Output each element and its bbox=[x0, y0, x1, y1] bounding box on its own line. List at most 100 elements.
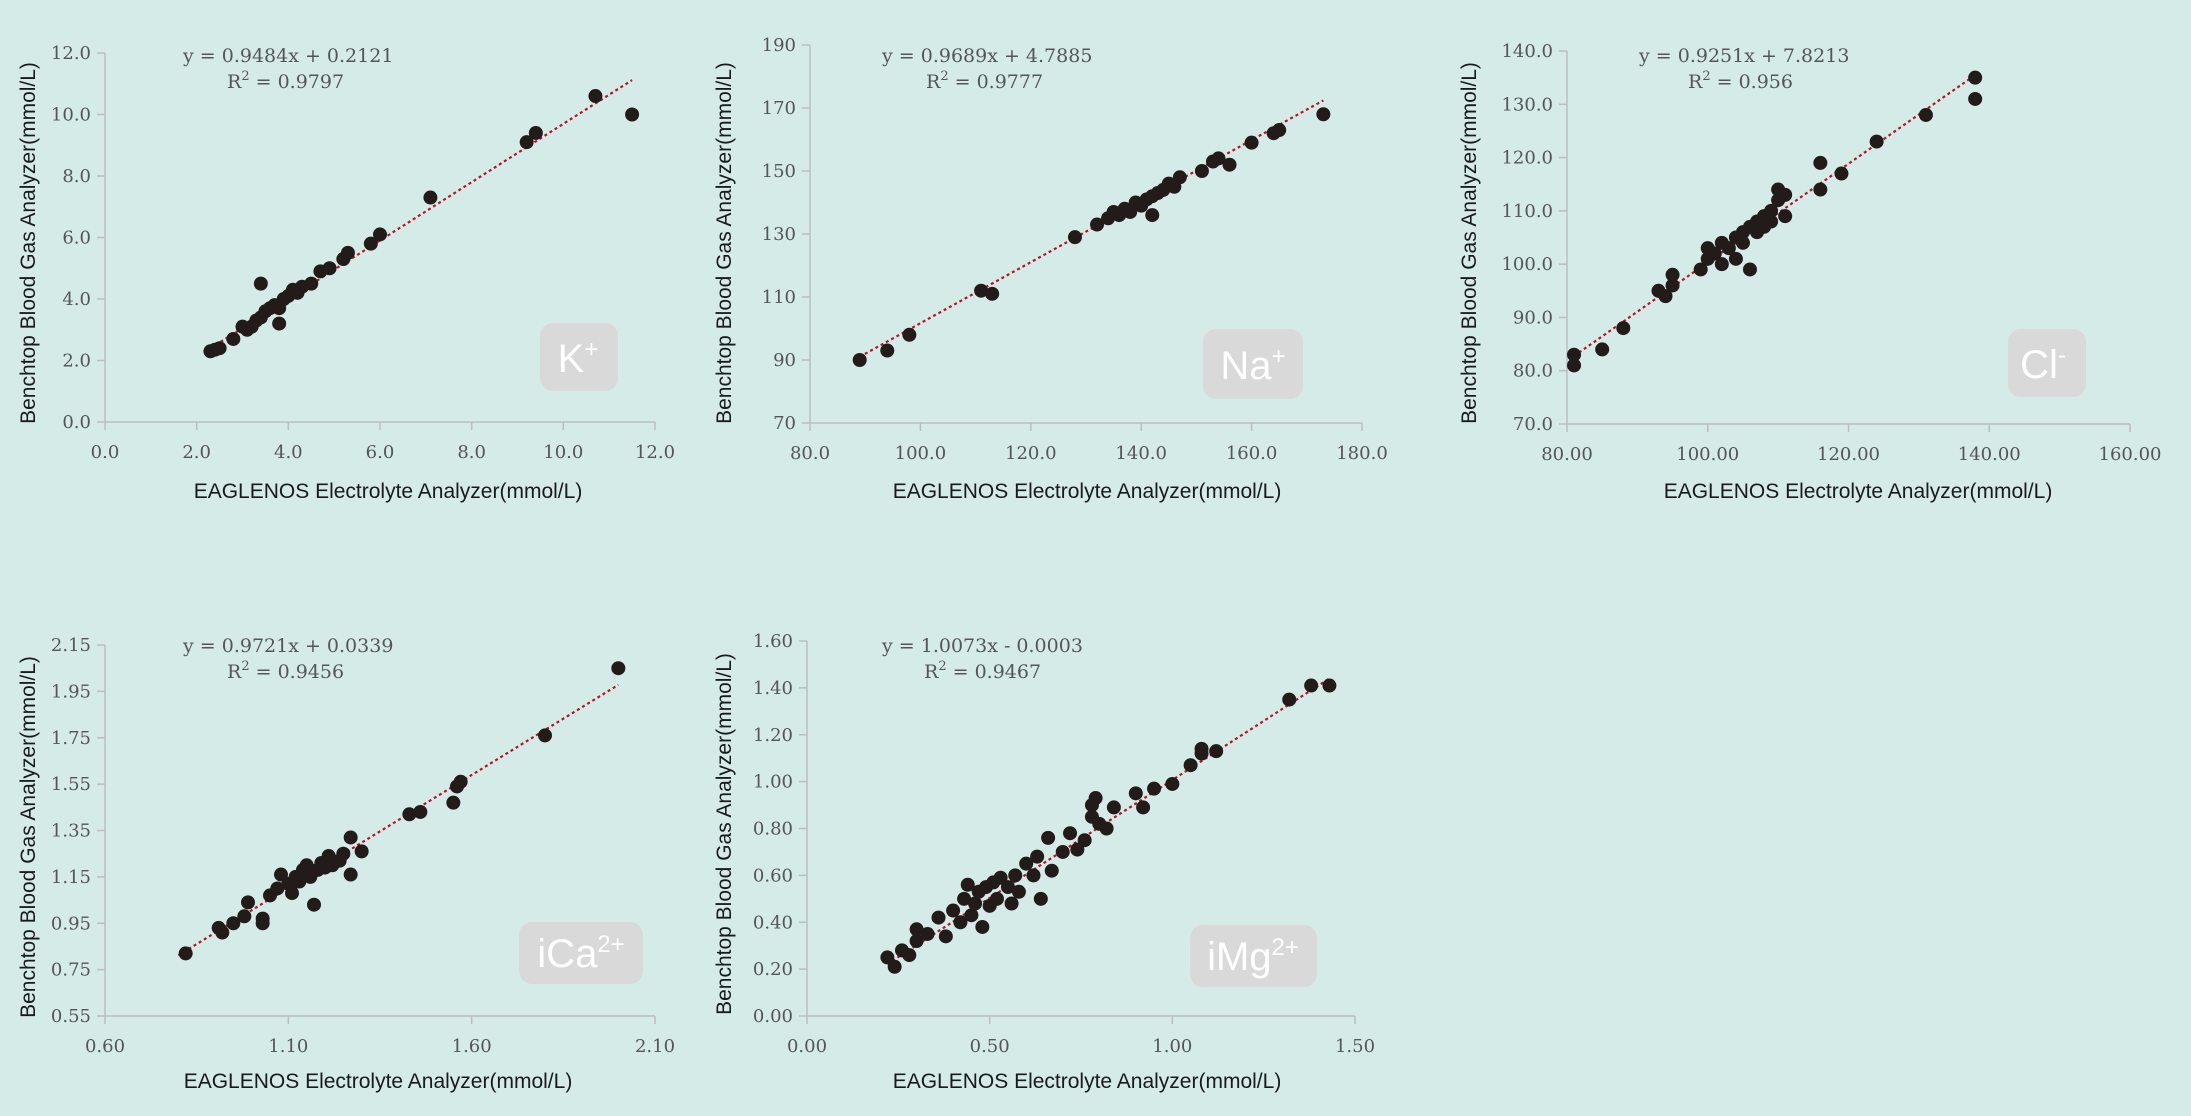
y-tick-label: 120.0 bbox=[1501, 148, 1553, 169]
regression-equation: y = 0.9251x + 7.8213 bbox=[1638, 45, 1849, 67]
data-point bbox=[241, 895, 255, 910]
r-squared-label: R2 = 0.9467 bbox=[924, 659, 1041, 683]
x-tick-label: 2.10 bbox=[635, 1036, 675, 1057]
data-point bbox=[1764, 203, 1779, 218]
data-point bbox=[1067, 230, 1082, 245]
data-point bbox=[1209, 744, 1224, 759]
data-point bbox=[1813, 182, 1828, 197]
data-point bbox=[1595, 342, 1610, 357]
x-tick-label: 180.0 bbox=[1336, 443, 1388, 464]
data-point bbox=[1714, 257, 1729, 272]
data-point bbox=[1030, 849, 1045, 864]
data-point bbox=[255, 916, 270, 931]
trendline bbox=[1573, 74, 1976, 357]
x-axis-title: EAGLENOS Electrolyte Analyzer(mmol/L) bbox=[1664, 480, 2053, 503]
data-point bbox=[519, 135, 534, 150]
x-tick-label: 4.0 bbox=[274, 442, 303, 463]
x-tick-label: 8.0 bbox=[457, 442, 486, 463]
data-point bbox=[1194, 741, 1209, 756]
data-point bbox=[226, 916, 241, 931]
svg-text:iCa2+: iCa2+ bbox=[537, 931, 624, 976]
data-point bbox=[1658, 289, 1673, 304]
data-point bbox=[1000, 880, 1015, 895]
y-tick-label: 170 bbox=[762, 98, 796, 119]
data-point bbox=[1099, 821, 1114, 836]
x-tick-label: 160.0 bbox=[1226, 443, 1278, 464]
y-tick-label: 8.0 bbox=[62, 166, 91, 187]
data-point bbox=[354, 844, 369, 859]
y-tick-label: 1.75 bbox=[51, 728, 91, 749]
analyte-badge: Na+ bbox=[1203, 329, 1303, 399]
y-tick-label: 70.0 bbox=[1513, 414, 1553, 435]
x-tick-label: 6.0 bbox=[366, 442, 395, 463]
data-point bbox=[1778, 209, 1793, 224]
data-point bbox=[1183, 758, 1198, 773]
y-tick-label: 0.60 bbox=[753, 865, 793, 886]
data-point bbox=[307, 897, 321, 912]
y-tick-label: 0.0 bbox=[62, 412, 91, 433]
data-point bbox=[964, 908, 979, 923]
data-point bbox=[1090, 217, 1105, 232]
plot-layer: 0.00 0.50 1.00 1.50 0.00 0.20 0.40 0.60 0.80 1.00… bbox=[753, 631, 1375, 1057]
data-point bbox=[1968, 91, 1983, 106]
data-point bbox=[453, 774, 468, 789]
data-point bbox=[989, 891, 1004, 906]
plot-layer: 0.60 1.10 1.60 2.10 0.55 0.75 0.95 1.15 1.35 1.55… bbox=[51, 635, 675, 1057]
r-squared-label: R2 = 0.9777 bbox=[926, 69, 1043, 93]
x-tick-label: 0.00 bbox=[787, 1036, 827, 1057]
data-point bbox=[1764, 214, 1779, 229]
x-tick-label: 1.00 bbox=[1152, 1036, 1192, 1057]
data-point bbox=[1088, 791, 1103, 806]
y-tick-label: 10.0 bbox=[51, 105, 91, 126]
data-point bbox=[1834, 166, 1849, 181]
data-point bbox=[253, 276, 268, 291]
data-point bbox=[920, 926, 935, 941]
y-tick-label: 190 bbox=[762, 35, 796, 56]
data-point bbox=[292, 874, 307, 889]
x-tick-label: 100.0 bbox=[895, 443, 947, 464]
data-point bbox=[1211, 151, 1226, 166]
data-point bbox=[1033, 891, 1048, 906]
y-tick-label: 1.15 bbox=[51, 867, 91, 888]
data-point bbox=[1194, 164, 1209, 178]
r-squared-label: R2 = 0.9797 bbox=[227, 69, 344, 93]
data-point bbox=[1728, 251, 1743, 266]
data-point bbox=[413, 804, 428, 819]
y-tick-label: 90.0 bbox=[1513, 307, 1553, 328]
data-point bbox=[1222, 157, 1237, 172]
data-point bbox=[1019, 856, 1034, 871]
svg-text:K+: K+ bbox=[558, 336, 599, 381]
x-tick-label: 80.00 bbox=[1541, 444, 1593, 465]
data-point bbox=[215, 925, 230, 940]
chart-sodium: 80.0 100.0 120.0 140.0 160.0 180.0 70 90 110 130 1… bbox=[713, 35, 1388, 503]
data-point bbox=[1918, 107, 1933, 122]
analyte-badge: Cl- bbox=[2008, 329, 2086, 397]
data-point bbox=[1742, 262, 1757, 277]
x-tick-label: 10.0 bbox=[543, 442, 583, 463]
data-point bbox=[1272, 123, 1287, 138]
x-tick-label: 0.0 bbox=[91, 442, 120, 463]
y-tick-label: 110 bbox=[762, 287, 796, 308]
x-tick-label: 120.0 bbox=[1005, 443, 1057, 464]
data-point bbox=[1244, 135, 1259, 150]
y-tick-label: 0.40 bbox=[753, 912, 793, 933]
data-point bbox=[299, 858, 314, 873]
y-axis-title: Benchtop Blood Gas Analyzer(mmol/L) bbox=[713, 62, 736, 424]
x-tick-label: 2.0 bbox=[182, 442, 211, 463]
data-point bbox=[975, 919, 990, 934]
plot-layer: 0.0 2.0 4.0 6.0 8.0 10.0 12.0 0.0 2.0 4.0 6.0 8.0 10… bbox=[51, 43, 675, 463]
data-point bbox=[1008, 868, 1023, 883]
x-tick-label: 12.0 bbox=[635, 442, 675, 463]
x-tick-label: 100.00 bbox=[1676, 444, 1739, 465]
y-tick-label: 0.00 bbox=[753, 1006, 793, 1027]
y-axis-title: Benchtop Blood Gas Analyzer(mmol/L) bbox=[17, 62, 40, 424]
data-point bbox=[1813, 155, 1828, 170]
data-point bbox=[270, 881, 285, 896]
data-point bbox=[1707, 246, 1722, 261]
y-tick-label: 0.80 bbox=[753, 819, 793, 840]
x-axis-title: EAGLENOS Electrolyte Analyzer(mmol/L) bbox=[893, 480, 1282, 503]
y-tick-label: 130 bbox=[762, 224, 796, 245]
data-point bbox=[611, 661, 626, 676]
x-tick-label: 1.50 bbox=[1335, 1036, 1375, 1057]
chart-ionized-magnesium: 0.00 0.50 1.00 1.50 0.00 0.20 0.40 0.60 0.80 1.00… bbox=[713, 631, 1375, 1093]
